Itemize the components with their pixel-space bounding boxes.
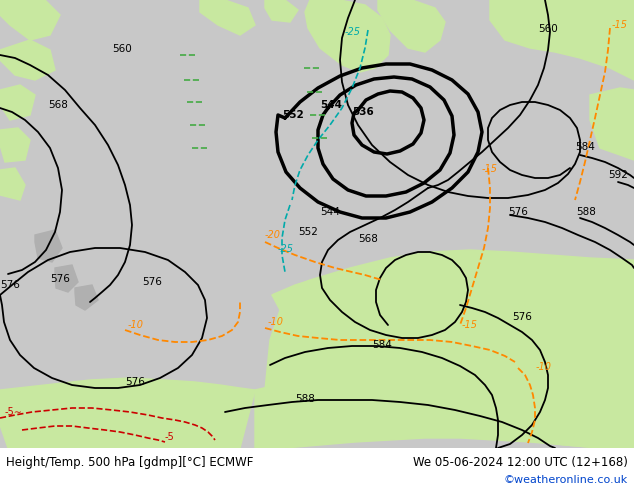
Text: -15: -15 xyxy=(462,320,478,330)
Polygon shape xyxy=(265,0,298,22)
Polygon shape xyxy=(0,40,55,80)
Text: 588: 588 xyxy=(576,207,596,217)
Text: 576: 576 xyxy=(50,274,70,284)
Text: 568: 568 xyxy=(358,234,378,244)
Polygon shape xyxy=(200,0,255,35)
Polygon shape xyxy=(0,0,60,40)
Text: 588: 588 xyxy=(295,394,315,404)
Text: -5∼: -5∼ xyxy=(5,407,23,417)
Polygon shape xyxy=(590,88,634,160)
Text: -20: -20 xyxy=(265,230,281,240)
Text: Height/Temp. 500 hPa [gdmp][°C] ECMWF: Height/Temp. 500 hPa [gdmp][°C] ECMWF xyxy=(6,456,254,468)
Text: -5: -5 xyxy=(165,432,175,442)
Text: 576: 576 xyxy=(0,280,20,290)
Text: 560: 560 xyxy=(358,0,378,2)
Polygon shape xyxy=(265,250,634,448)
Text: 544: 544 xyxy=(320,207,340,217)
Text: 560: 560 xyxy=(538,24,558,34)
Text: 544: 544 xyxy=(320,100,342,110)
Text: 536: 536 xyxy=(352,107,374,117)
Polygon shape xyxy=(272,275,365,328)
Text: ©weatheronline.co.uk: ©weatheronline.co.uk xyxy=(504,475,628,485)
Text: 560: 560 xyxy=(112,44,132,54)
Polygon shape xyxy=(305,0,390,72)
Text: 552: 552 xyxy=(298,227,318,237)
Polygon shape xyxy=(490,0,634,80)
Text: 584: 584 xyxy=(372,340,392,350)
Polygon shape xyxy=(55,265,78,292)
Text: 576: 576 xyxy=(142,277,162,287)
Text: -10: -10 xyxy=(536,362,552,372)
Text: -15: -15 xyxy=(612,20,628,30)
Polygon shape xyxy=(0,168,25,200)
Polygon shape xyxy=(255,370,634,448)
Text: 568: 568 xyxy=(48,100,68,110)
Polygon shape xyxy=(0,128,30,162)
Polygon shape xyxy=(0,378,255,448)
Text: -25: -25 xyxy=(278,244,294,254)
Text: -25: -25 xyxy=(345,27,361,37)
Polygon shape xyxy=(378,0,445,52)
Text: 576: 576 xyxy=(512,312,532,322)
Text: -10: -10 xyxy=(268,317,284,327)
Polygon shape xyxy=(75,285,98,310)
Text: 576: 576 xyxy=(125,377,145,387)
Text: 592: 592 xyxy=(608,170,628,180)
Text: 584: 584 xyxy=(575,142,595,152)
Text: 576: 576 xyxy=(508,207,528,217)
Polygon shape xyxy=(35,230,62,262)
Text: -10: -10 xyxy=(128,320,144,330)
Text: 552: 552 xyxy=(282,110,304,120)
Text: We 05-06-2024 12:00 UTC (12+168): We 05-06-2024 12:00 UTC (12+168) xyxy=(413,456,628,468)
Polygon shape xyxy=(0,85,35,120)
Text: -15: -15 xyxy=(482,164,498,174)
